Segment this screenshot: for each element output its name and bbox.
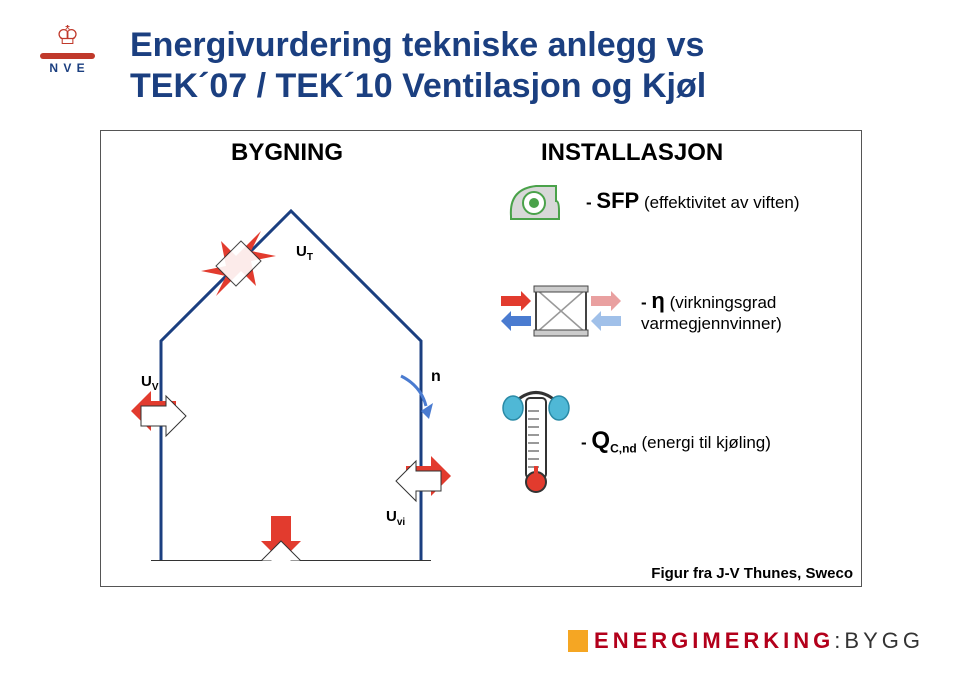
- thermometer-icon: [501, 386, 571, 496]
- house-diagram: UT UV n Uvi UG: [121, 181, 461, 561]
- brand-sep: :: [834, 628, 844, 653]
- brand-rect-icon: [568, 630, 588, 652]
- title-line1: Energivurdering tekniske anlegg vs: [130, 25, 706, 66]
- ut-label: U: [296, 243, 307, 260]
- brand-word1: ENERGIMERKING: [594, 628, 834, 653]
- header-installasjon: INSTALLASJON: [541, 139, 723, 167]
- page-title: Energivurdering tekniske anlegg vs TEK´0…: [130, 25, 706, 107]
- sfp-text: - SFP (effektivitet av viften): [586, 188, 800, 214]
- brand-word2: BYGG: [844, 628, 924, 653]
- nve-logo: ♔ N V E: [40, 20, 95, 75]
- uv-arrows: [131, 391, 186, 436]
- brand-footer: ENERGIMERKING:BYGG: [568, 628, 924, 654]
- eta-row: - η (virkningsgrad varmegjennvinner): [501, 281, 851, 341]
- svg-text:UT: UT: [296, 243, 313, 263]
- nve-text: N V E: [40, 61, 95, 75]
- eta-text: - η (virkningsgrad varmegjennvinner): [641, 288, 782, 334]
- q-text: - QC,nd (energi til kjøling): [581, 427, 771, 455]
- figure-credit: Figur fra J-V Thunes, Sweco: [651, 565, 853, 582]
- ut-arrows: [201, 231, 276, 296]
- title-line2: TEK´07 / TEK´10 Ventilasjon og Kjøl: [130, 66, 706, 107]
- uvi-arrows: [396, 456, 451, 501]
- fan-icon: [501, 171, 571, 231]
- ug-arrows: [261, 516, 301, 561]
- heat-exchanger-icon: [501, 281, 631, 341]
- nve-crest-icon: ♔: [40, 20, 95, 51]
- installation-column: - SFP (effektivitet av viften): [501, 171, 851, 571]
- sfp-row: - SFP (effektivitet av viften): [501, 171, 851, 231]
- nve-wave-icon: [40, 53, 95, 59]
- svg-text:Uvi: Uvi: [386, 508, 405, 528]
- svg-text:UV: UV: [141, 373, 159, 393]
- q-row: - QC,nd (energi til kjøling): [501, 386, 851, 496]
- header-bygning: BYGNING: [231, 139, 343, 167]
- svg-text:n: n: [431, 368, 441, 385]
- n-arrow: [401, 376, 433, 419]
- diagram-frame: BYGNING INSTALLASJON UT UV n: [100, 130, 862, 587]
